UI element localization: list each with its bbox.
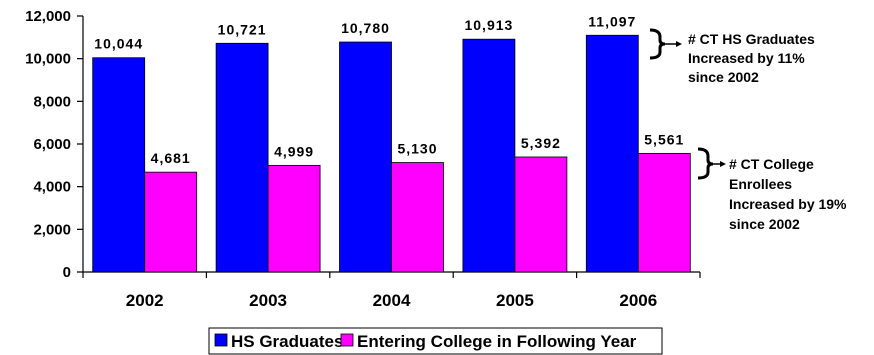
annotation-hs-line-1: # CT HS Graduates (688, 31, 815, 47)
bar-entering-college (391, 162, 444, 273)
data-label-entering-college: 5,130 (397, 141, 437, 157)
legend-swatch-entering-college (340, 333, 354, 347)
y-tick-label: 2,000 (33, 221, 71, 238)
legend-label-hs-graduates: HS Graduates (231, 332, 343, 351)
annotation-hs-line-3: since 2002 (688, 69, 759, 85)
x-tick-label: 2006 (619, 291, 657, 310)
annotation-college-enrollees: # CT College Enrollees Increased by 19% … (697, 147, 847, 232)
arrowhead-college-enrollees (720, 161, 726, 167)
bracket-hs-graduates (649, 28, 666, 60)
legend-label-entering-college: Entering College in Following Year (357, 332, 637, 351)
annotation-college-line-1: # CT College (729, 156, 814, 172)
data-label-hs-graduates: 10,721 (218, 21, 267, 37)
bars (92, 34, 691, 273)
y-tick-label: 4,000 (33, 179, 71, 196)
legend: HS Graduates Entering College in Followi… (208, 327, 663, 355)
bar-entering-college (267, 164, 321, 273)
bracket-college-enrollees (697, 147, 714, 180)
data-label-hs-graduates: 10,044 (94, 36, 143, 52)
bar-hs-graduates (462, 38, 516, 273)
y-tick-label: 10,000 (25, 51, 71, 68)
data-label-hs-graduates: 10,913 (464, 17, 513, 33)
data-labels: 10,044 10,721 10,780 10,913 11,097 4,681 4,999… (94, 13, 684, 166)
x-tick-label: 2002 (126, 291, 164, 310)
legend-swatch-hs-graduates (214, 333, 228, 347)
data-label-entering-college: 4,999 (274, 143, 314, 159)
x-tick-label: 2003 (249, 291, 287, 310)
annotation-hs-graduates: # CT HS Graduates Increased by 11% since… (649, 28, 815, 85)
y-axis: 0 2,000 4,000 6,000 8,000 10,000 12,000 (25, 8, 84, 281)
y-tick-label: 0 (63, 264, 71, 281)
legend-box (208, 327, 663, 355)
bar-hs-graduates (215, 42, 269, 273)
data-label-entering-college: 5,392 (521, 135, 561, 151)
x-tick-label: 2004 (373, 291, 411, 310)
annotation-college-line-4: since 2002 (729, 216, 800, 232)
data-label-entering-college: 4,681 (151, 150, 191, 166)
y-tick-label: 12,000 (25, 8, 71, 25)
annotation-hs-line-2: Increased by 11% (688, 50, 805, 66)
bar-hs-graduates (339, 41, 392, 273)
data-label-hs-graduates: 10,780 (341, 20, 390, 36)
bar-entering-college (637, 152, 691, 273)
bar-entering-college (144, 171, 198, 273)
arrowhead-hs-graduates (676, 41, 682, 47)
bar-entering-college (514, 156, 568, 273)
data-label-hs-graduates: 11,097 (588, 13, 636, 29)
bar-hs-graduates (92, 57, 146, 273)
bar-hs-graduates (585, 34, 639, 273)
y-tick-label: 8,000 (33, 93, 71, 110)
annotation-college-line-2: Enrollees (729, 176, 792, 192)
y-tick-label: 6,000 (33, 136, 71, 153)
x-tick-label: 2005 (496, 291, 534, 310)
x-axis: 2002 2003 2004 2005 2006 (82, 271, 701, 310)
annotation-college-line-3: Increased by 19% (729, 196, 847, 212)
data-label-entering-college: 5,561 (644, 131, 684, 147)
